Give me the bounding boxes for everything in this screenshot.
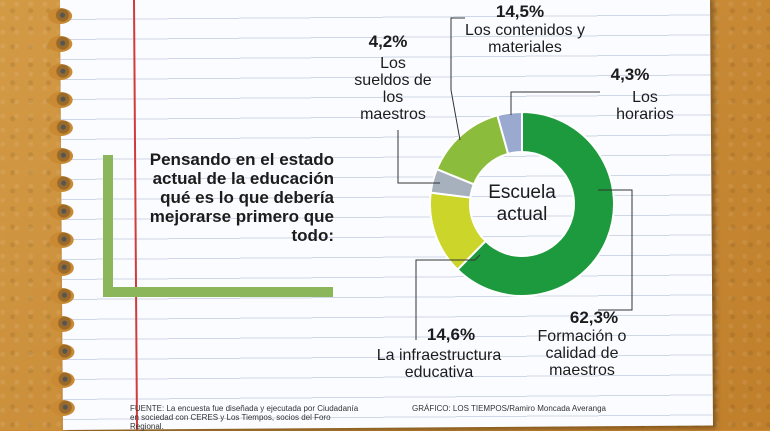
slice-category-label: horarios — [616, 106, 674, 123]
slice-value-label: 14,6% — [427, 325, 475, 344]
slice-category-label: los — [383, 89, 403, 106]
slice-category-label: maestros — [360, 106, 426, 123]
slice-category-label: maestros — [549, 362, 615, 379]
pie-slice-4 — [496, 110, 523, 156]
slice-category-label: Formación o — [538, 328, 627, 345]
slice-category-label: Los contenidos y — [465, 22, 585, 39]
slice-value-label: 62,3% — [570, 308, 618, 327]
slice-value-label: 4,3% — [611, 65, 650, 84]
slice-category-label: Los — [380, 55, 406, 72]
slice-category-label: materiales — [488, 39, 562, 56]
leader-line-3 — [450, 17, 465, 141]
leader-line-1 — [415, 254, 481, 340]
slice-category-label: sueldos de — [354, 72, 431, 89]
slice-category-label: calidad de — [546, 345, 619, 362]
center-label-line: Escuela — [488, 182, 556, 203]
leader-line-0 — [598, 189, 633, 311]
graphic-credit: GRÁFICO: LOS TIEMPOS/Ramiro Moncada Aver… — [412, 404, 606, 413]
slice-value-label: 14,5% — [496, 2, 544, 21]
slice-category-label: La infraestructura — [377, 347, 502, 364]
leader-line-4 — [510, 91, 600, 115]
leader-line-2 — [397, 130, 440, 184]
center-label-line: actual — [497, 204, 548, 225]
pie-slice-3 — [435, 114, 510, 186]
question-bracket-base — [103, 287, 333, 297]
slice-category-label: Los — [632, 89, 658, 106]
source-note: FUENTE: La encuesta fue diseñada y ejecu… — [130, 404, 359, 431]
slice-value-label: 4,2% — [369, 32, 408, 51]
question-bracket — [103, 155, 113, 295]
slice-category-label: educativa — [405, 364, 474, 381]
pie-slice-0 — [456, 110, 615, 297]
survey-question: Pensando en el estado actual de la educa… — [149, 150, 334, 245]
